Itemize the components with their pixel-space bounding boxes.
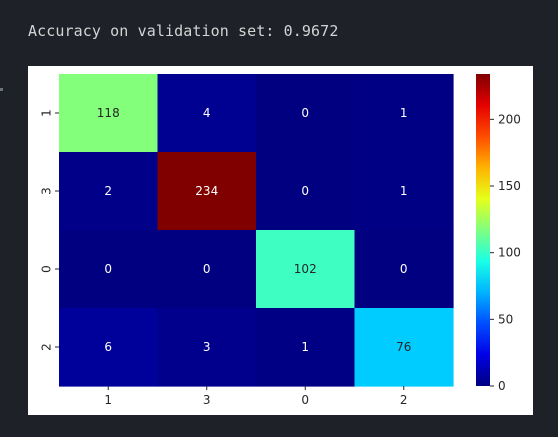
heatmap-cell [157,308,257,387]
heatmap-cell [354,308,454,387]
heatmap-cell [59,308,159,387]
cell-value-label: 234 [195,184,218,198]
colorbar [476,74,490,386]
confusion-matrix-figure: 118 4 0 1 2 234 0 1 0 0 102 0 6 3 1 76 1 3 0 2 1 3 0 2 0 50 100 150… [28,66,533,415]
heatmap-cell [256,74,356,153]
y-tick-label: 3 [40,187,54,195]
y-tick-label: 0 [40,265,54,273]
heatmap-cell [59,230,159,309]
heatmap-cell [59,152,159,231]
heatmap-cell [157,152,257,231]
heatmap-cell [256,152,356,231]
cell-value-label: 118 [97,106,120,120]
y-tick-label: 2 [40,343,54,351]
cell-value-label: 102 [294,262,317,276]
heatmap-cell [157,74,257,153]
cell-value-label: 0 [203,262,211,276]
cell-output-text: Accuracy on validation set: 0.9672 [28,22,339,40]
x-tick-label: 2 [400,393,408,407]
heatmap-cell [256,230,356,309]
y-tick-label: 1 [40,109,54,117]
heatmap-cell [354,74,454,153]
heatmap-cell [354,152,454,231]
heatmap-cell [157,230,257,309]
cell-value-label: 3 [203,340,211,354]
heatmap-cell [256,308,356,387]
colorbar-tick-label: 200 [498,112,521,126]
cell-value-label: 1 [301,340,309,354]
heatmap-cell [354,230,454,309]
x-tick-label: 3 [203,393,211,407]
cell-value-label: 2 [104,184,112,198]
colorbar-tick-label: 50 [498,312,513,326]
cell-value-label: 4 [203,106,211,120]
x-tick-label: 1 [104,393,112,407]
colorbar-tick-label: 100 [498,246,521,260]
cell-value-label: 0 [400,262,408,276]
cell-value-label: 0 [301,184,309,198]
cell-output-marker [0,88,3,91]
cell-value-label: 1 [400,184,408,198]
colorbar-tick-label: 150 [498,179,521,193]
cell-value-label: 1 [400,106,408,120]
x-tick-label: 0 [301,393,309,407]
heatmap-cell [59,74,159,153]
colorbar-tick-label: 0 [498,379,506,393]
cell-value-label: 6 [104,340,112,354]
cell-value-label: 0 [301,106,309,120]
cell-value-label: 0 [104,262,112,276]
cell-value-label: 76 [396,340,411,354]
